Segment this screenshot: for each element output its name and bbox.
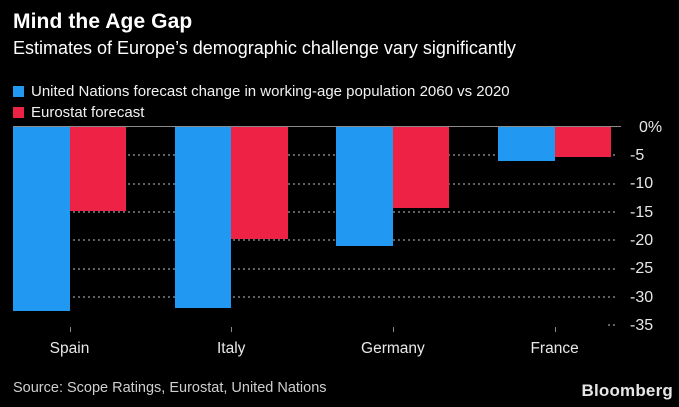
gridline--30 [13,296,617,299]
bar-france-eurostat [554,127,612,158]
gridline--25 [13,267,617,270]
y-axis-label: -20 [630,231,654,249]
y-axis-label: -30 [630,288,654,306]
bar-spain-eurostat [69,127,126,211]
legend-row-eurostat: Eurostat forecast [13,102,510,123]
zero-axis-line [13,126,621,127]
y-axis-label: -5 [630,146,645,164]
gridline-stub--35 [608,324,617,327]
chart-title: Mind the Age Gap [13,10,193,33]
x-axis-tick [554,327,556,332]
chart-subtitle: Estimates of Europe’s demographic challe… [13,38,516,58]
bar-france-un [498,127,555,162]
y-axis-label: 0% [639,118,663,136]
x-axis-tick [69,327,71,332]
y-axis-label: -10 [630,175,654,193]
x-axis-label-italy: Italy [216,340,246,357]
x-axis-tick [392,327,394,332]
x-axis-tick [231,327,233,332]
bar-germany-un [336,127,393,247]
legend-label-un: United Nations forecast change in workin… [31,83,510,100]
legend-swatch-eurostat-icon [13,107,24,118]
source-text: Source: Scope Ratings, Eurostat, United … [13,380,327,396]
y-axis-label: -25 [630,260,654,278]
legend: United Nations forecast change in workin… [13,81,510,123]
gridline--20 [13,239,617,242]
legend-row-un: United Nations forecast change in workin… [13,81,510,102]
y-axis-label: -15 [630,203,654,221]
bar-italy-eurostat [231,127,288,240]
legend-label-eurostat: Eurostat forecast [31,104,145,121]
bar-italy-un [174,127,232,309]
y-axis-label: -35 [630,316,654,334]
bloomberg-logo: Bloomberg [581,381,673,400]
gridline--10 [13,182,617,185]
x-axis-label-france: France [530,340,579,357]
gridline--5 [13,154,617,157]
bar-spain-un [13,127,70,312]
bar-germany-eurostat [392,127,450,208]
x-axis-label-germany: Germany [361,340,425,357]
gridline--15 [13,211,617,214]
legend-swatch-un-icon [13,86,24,97]
x-axis-label-spain: Spain [49,340,90,357]
